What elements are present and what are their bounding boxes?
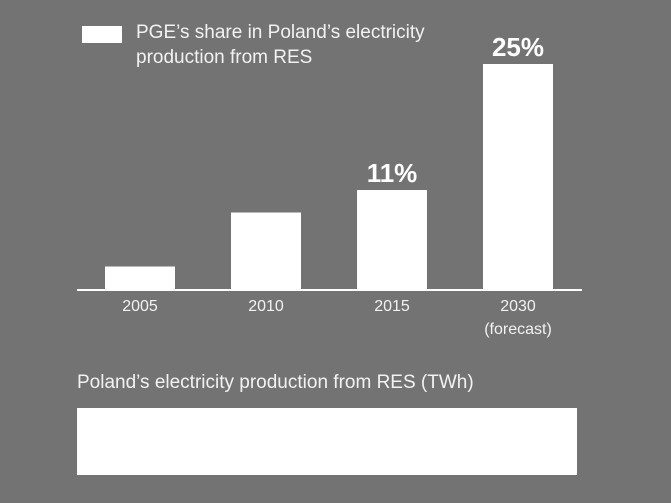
bar-chart: 2005 2010 2015 11% 2030 (forecast) 25% (77, 32, 582, 338)
data-label-2030: 25% (492, 32, 544, 62)
bottom-chart-title: Poland’s electricity production from RES… (77, 372, 474, 393)
bar-2015 (357, 190, 427, 289)
bar-2030 (483, 64, 553, 289)
bottom-chart-area (77, 408, 577, 475)
x-tick-label-2005: 2005 (122, 298, 158, 315)
x-tick-note-2030: (forecast) (484, 321, 552, 338)
bar-2010 (231, 212, 301, 289)
bar-2005 (105, 266, 175, 289)
data-label-2015: 11% (367, 158, 418, 188)
legend-swatch (82, 26, 122, 43)
x-tick-label-2015: 2015 (374, 298, 410, 315)
x-tick-label-2010: 2010 (248, 298, 284, 315)
x-tick-label-2030: 2030 (500, 298, 536, 315)
legend-label: PGE’s share in Poland’s electricity prod… (136, 22, 425, 68)
